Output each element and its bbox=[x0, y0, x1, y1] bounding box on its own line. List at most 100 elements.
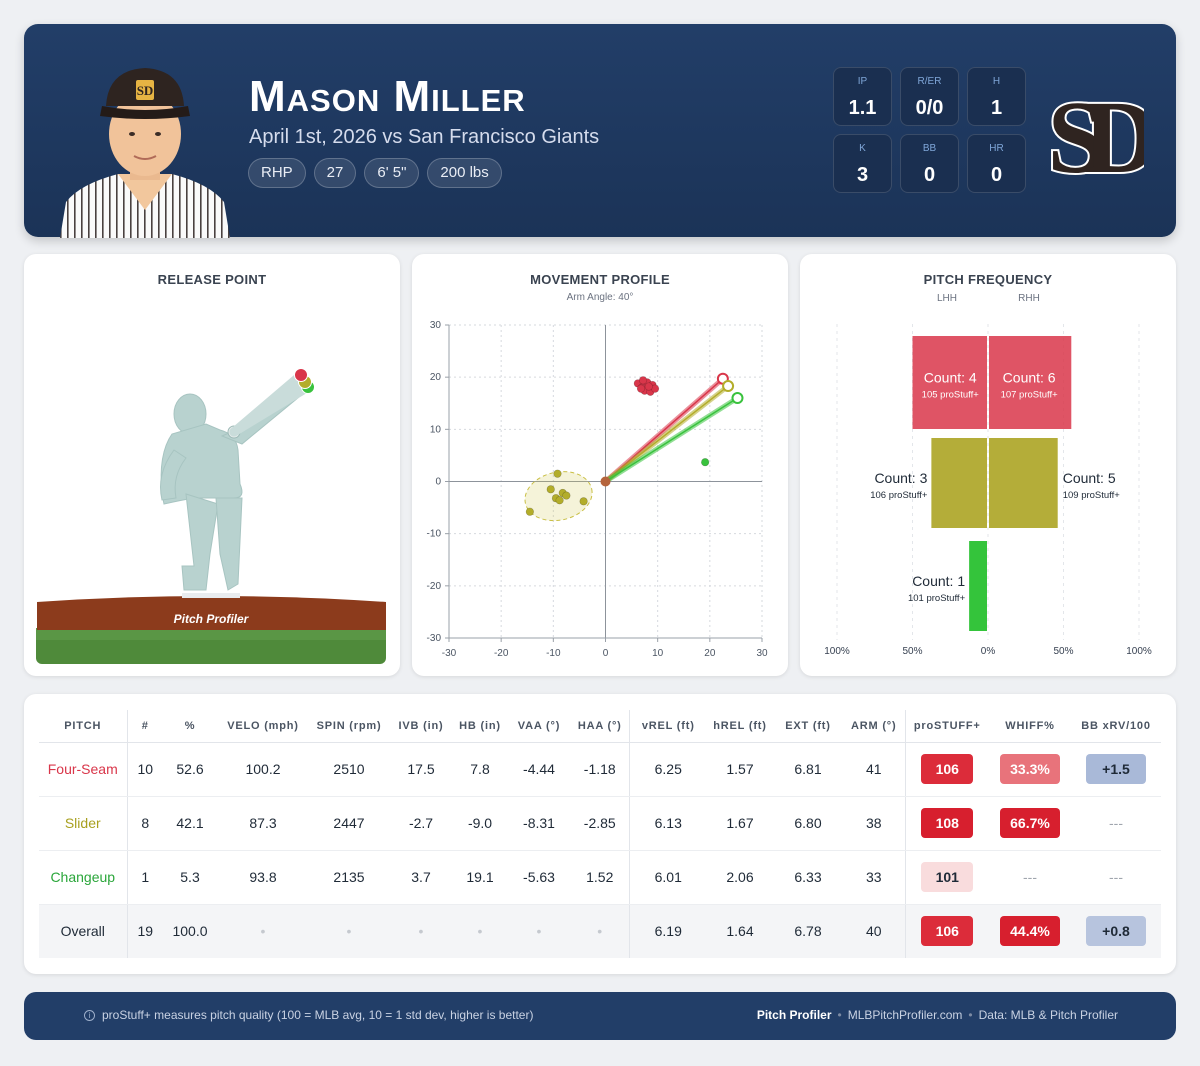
cell-hrel: 1.57 bbox=[707, 742, 773, 797]
placeholder-dot: • bbox=[477, 923, 483, 940]
cell-n: 10 bbox=[127, 742, 163, 797]
cell-spin: 2510 bbox=[309, 742, 389, 797]
cell-vrel: 6.25 bbox=[629, 742, 707, 797]
col-pct: % bbox=[163, 710, 217, 743]
cell-ivb: 3.7 bbox=[389, 850, 453, 905]
weight-pill: 200 lbs bbox=[427, 158, 502, 188]
rhh-count-label: Count: 6 bbox=[1003, 370, 1056, 386]
slider-point bbox=[579, 497, 588, 506]
pitch-metrics-card: PITCH # % VELO (mph) SPIN (rpm) IVB (in)… bbox=[24, 694, 1176, 974]
lhh-bar bbox=[912, 336, 987, 429]
cell-ivb: • bbox=[389, 904, 453, 958]
stat-ip: IP 1.1 bbox=[833, 67, 892, 126]
lhh-prostuff-label: 106 proStuff+ bbox=[870, 490, 928, 501]
release-point-title: RELEASE POINT bbox=[157, 272, 267, 287]
col-hrel: hREL (ft) bbox=[707, 710, 773, 743]
cell-vaa: -5.63 bbox=[507, 850, 571, 905]
col-velo: VELO (mph) bbox=[217, 710, 309, 743]
col-hb: HB (in) bbox=[453, 710, 507, 743]
footer-brand: Pitch Profiler bbox=[756, 1008, 832, 1022]
frequency-axis-label: 0% bbox=[981, 646, 996, 657]
slider-point bbox=[555, 496, 564, 505]
team-logo: SD bbox=[1046, 78, 1144, 192]
x-tick-label: -20 bbox=[494, 648, 509, 659]
player-headshot: SD bbox=[60, 68, 230, 238]
arm-angle-endpoint bbox=[731, 392, 744, 405]
rhh-bar bbox=[989, 336, 1072, 429]
y-tick-label: 20 bbox=[430, 372, 442, 383]
rhh-count-label: Count: 5 bbox=[1063, 470, 1116, 486]
cell-prostuff: 108 bbox=[905, 796, 989, 851]
stat-r-er: R/ER 0/0 bbox=[900, 67, 959, 126]
frequency-axis-label: 50% bbox=[902, 646, 922, 657]
col-xrv: BB xRV/100 bbox=[1071, 710, 1161, 743]
lhh-count-label: Count: 4 bbox=[924, 370, 977, 386]
cell-xrv: --- bbox=[1071, 796, 1161, 851]
age-pill: 27 bbox=[313, 158, 357, 188]
arm-angle-ray-core bbox=[605, 385, 729, 483]
metric-badge: 106 bbox=[921, 754, 974, 784]
x-tick-label: 20 bbox=[704, 648, 716, 659]
metric-badge: 108 bbox=[921, 808, 974, 838]
cell-haa: • bbox=[571, 904, 630, 958]
table-row: Slider 8 42.1 87.3 2447 -2.7 -9.0 -8.31 -2.85 6.1… bbox=[39, 796, 1161, 851]
y-tick-label: 10 bbox=[430, 424, 442, 435]
pitch-name-cell: Overall bbox=[39, 904, 128, 958]
metric-badge: 106 bbox=[921, 916, 974, 947]
placeholder-dot: • bbox=[597, 923, 603, 940]
frequency-axis-label: 50% bbox=[1053, 646, 1073, 657]
col-ivb: IVB (in) bbox=[389, 710, 453, 743]
prostuff-explanation: proStuff+ measures pitch quality (100 = … bbox=[102, 1008, 534, 1022]
cell-whiff: 33.3% bbox=[989, 742, 1071, 797]
cell-prostuff: 106 bbox=[905, 742, 989, 797]
rhh-prostuff-label: 107 proStuff+ bbox=[1001, 390, 1059, 401]
lhh-bar bbox=[931, 438, 987, 528]
frequency-axis-label: 100% bbox=[1126, 646, 1152, 657]
rhh-prostuff-label: 109 proStuff+ bbox=[1063, 490, 1121, 501]
release-point-markers bbox=[229, 368, 315, 437]
footer: i proStuff+ measures pitch quality (100 … bbox=[24, 992, 1176, 1040]
release-arm-line bbox=[229, 370, 306, 437]
cell-vrel: 6.19 bbox=[629, 904, 707, 958]
x-tick-label: 10 bbox=[652, 648, 664, 659]
col-vrel: vREL (ft) bbox=[629, 710, 707, 743]
four-seam-point bbox=[644, 382, 653, 391]
stat-bb: BB 0 bbox=[900, 134, 959, 193]
movement-chart: -30 -20 -10 0 10 20 30 30 20 10 0 -10 -20 -30 bbox=[427, 320, 768, 659]
cell-arm: 33 bbox=[843, 850, 906, 905]
cell-ext: 6.33 bbox=[773, 850, 843, 905]
cell-hrel: 2.06 bbox=[707, 850, 773, 905]
cell-spin: • bbox=[309, 904, 389, 958]
y-tick-label: 0 bbox=[435, 477, 441, 488]
cell-vrel: 6.13 bbox=[629, 796, 707, 851]
slider-point bbox=[546, 485, 555, 494]
cell-whiff: 66.7% bbox=[989, 796, 1071, 851]
cell-hb: 7.8 bbox=[453, 742, 507, 797]
table-header-row: PITCH # % VELO (mph) SPIN (rpm) IVB (in)… bbox=[39, 710, 1161, 743]
cell-whiff: 44.4% bbox=[989, 904, 1071, 958]
placeholder-dot: • bbox=[346, 923, 352, 940]
slider-point bbox=[562, 491, 571, 500]
cell-arm: 41 bbox=[843, 742, 906, 797]
game-subtitle: April 1st, 2026 vs San Francisco Giants bbox=[249, 126, 600, 148]
cell-haa: 1.52 bbox=[571, 850, 630, 905]
cell-vaa: • bbox=[507, 904, 571, 958]
col-count: # bbox=[127, 710, 163, 743]
handedness-pill: RHP bbox=[248, 158, 306, 188]
empty-value: --- bbox=[1109, 869, 1123, 885]
footer-site-link[interactable]: MLBPitchProfiler.com bbox=[847, 1008, 963, 1022]
y-tick-label: -20 bbox=[427, 581, 442, 592]
cell-velo: 87.3 bbox=[217, 796, 309, 851]
x-tick-label: -30 bbox=[442, 648, 457, 659]
cell-pct: 42.1 bbox=[163, 796, 217, 851]
pitch-name-cell: Four-Seam bbox=[39, 742, 128, 797]
footer-bullet: • bbox=[837, 1008, 842, 1022]
y-tick-label: -30 bbox=[427, 633, 442, 644]
cell-xrv: +0.8 bbox=[1071, 904, 1161, 958]
footer-credits: Pitch Profiler • MLBPitchProfiler.com • … bbox=[757, 1008, 1118, 1022]
y-tick-label: -10 bbox=[427, 529, 442, 540]
cell-n: 1 bbox=[127, 850, 163, 905]
placeholder-dot: • bbox=[418, 923, 424, 940]
